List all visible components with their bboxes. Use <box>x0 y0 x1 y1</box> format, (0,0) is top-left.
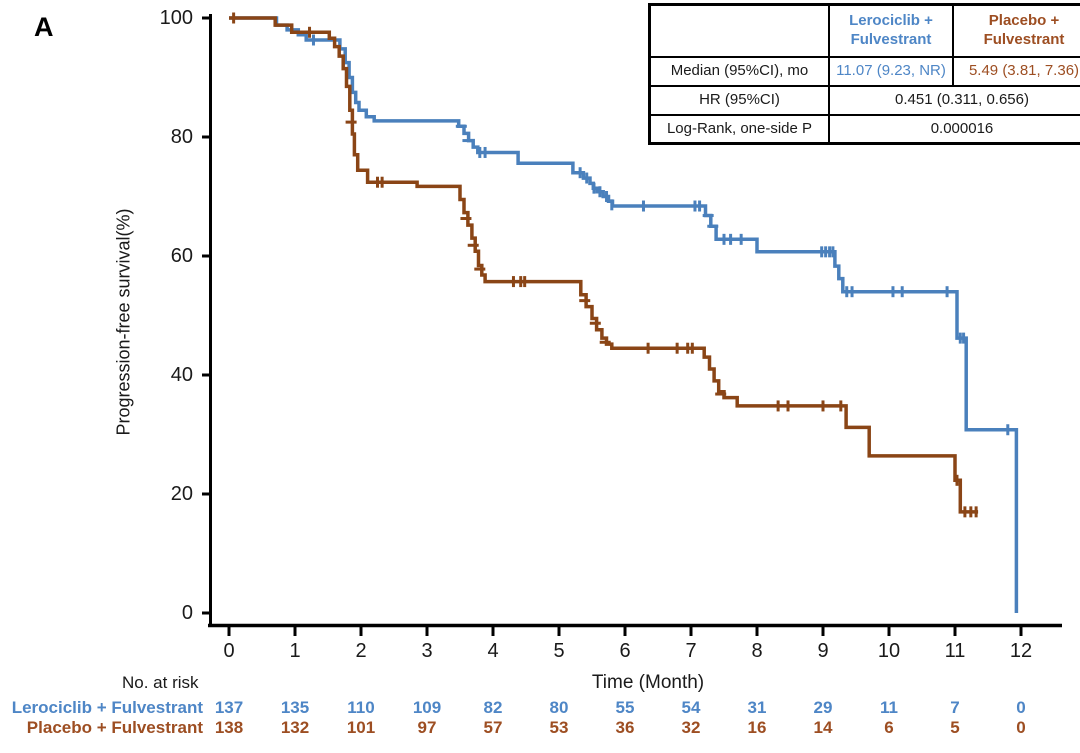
at-risk-count: 0 <box>1016 718 1026 737</box>
x-tick-label: 3 <box>421 640 433 662</box>
at-risk-count: 57 <box>483 718 503 737</box>
at-risk-count: 14 <box>813 718 833 737</box>
at-risk-count: 0 <box>1016 698 1026 717</box>
km-curve-lerociclib-fulvestrant <box>229 16 1019 613</box>
at-risk-count: 101 <box>346 718 376 737</box>
x-tick-label: 10 <box>877 640 901 662</box>
at-risk-count: 137 <box>214 698 244 717</box>
stats-header-placebo: Placebo + Fulvestrant <box>952 3 1080 58</box>
x-tick-label: 11 <box>944 640 966 662</box>
y-tick-label: 80 <box>170 126 193 148</box>
at-risk-count: 16 <box>747 718 767 737</box>
stats-hr-label: HR (95%CI) <box>648 84 830 116</box>
x-tick-label: 6 <box>619 640 631 662</box>
x-tick-label: 2 <box>355 640 367 662</box>
censor-marks-lerociclib-fulvestrant <box>311 34 1010 436</box>
stats-median-lerociclib: 11.07 (9.23, NR) <box>828 55 954 87</box>
at-risk-count: 7 <box>950 698 960 717</box>
x-tick-label: 9 <box>817 640 829 662</box>
x-axis-title: Time (Month) <box>591 672 705 693</box>
at-risk-count: 31 <box>747 698 767 717</box>
y-axis-ticks <box>202 16 210 615</box>
at-risk-count: 32 <box>681 718 701 737</box>
at-risk-count: 55 <box>615 698 635 717</box>
stats-logrank-value: 0.000016 <box>828 113 1080 145</box>
km-curve-placebo-fulvestrant <box>229 16 979 514</box>
x-tick-label: 4 <box>487 640 499 662</box>
panel-label: A <box>34 12 54 42</box>
x-tick-label: 0 <box>223 640 235 662</box>
stats-median-label: Median (95%CI), mo <box>648 55 830 87</box>
at-risk-count: 97 <box>417 718 437 737</box>
censor-marks-placebo-fulvestrant <box>232 12 978 518</box>
at-risk-count: 110 <box>347 698 375 717</box>
at-risk-count: 135 <box>280 698 310 717</box>
at-risk-count: 36 <box>615 718 635 737</box>
at-risk-count: 5 <box>950 718 960 737</box>
x-axis-ticks <box>227 627 1023 636</box>
x-tick-label: 8 <box>751 640 763 662</box>
y-tick-label: 60 <box>170 245 193 267</box>
at-risk-label-lerociclib: Lerociclib + Fulvestrant <box>11 698 203 717</box>
x-tick-label: 1 <box>289 640 301 662</box>
y-tick-label: 100 <box>159 7 193 29</box>
at-risk-count: 29 <box>813 698 833 717</box>
x-tick-label: 7 <box>685 640 697 662</box>
at-risk-count: 132 <box>280 718 310 737</box>
y-tick-label: 0 <box>181 602 193 624</box>
at-risk-count: 6 <box>884 718 894 737</box>
y-tick-label: 40 <box>170 364 193 386</box>
stats-table: Lerociclib + Fulvestrant Placebo + Fulve… <box>648 3 1080 145</box>
at-risk-count: 138 <box>214 718 244 737</box>
at-risk-count: 109 <box>412 698 442 717</box>
stats-hr-value: 0.451 (0.311, 0.656) <box>828 84 1080 116</box>
at-risk-title: No. at risk <box>122 673 199 692</box>
at-risk-count: 80 <box>549 698 569 717</box>
at-risk-label-placebo: Placebo + Fulvestrant <box>26 718 203 737</box>
stats-blank-cell <box>648 3 830 58</box>
stats-table-wrap: Lerociclib + Fulvestrant Placebo + Fulve… <box>648 3 1080 145</box>
stats-header-lerociclib: Lerociclib + Fulvestrant <box>828 3 954 58</box>
at-risk-count: 11 <box>880 698 898 717</box>
at-risk-count: 82 <box>483 698 503 717</box>
x-tick-label: 5 <box>553 640 565 662</box>
y-axis-title: Progression-free survival(%) <box>113 208 134 436</box>
stats-logrank-label: Log-Rank, one-side P <box>648 113 830 145</box>
stats-median-placebo: 5.49 (3.81, 7.36) <box>952 55 1080 87</box>
x-tick-label: 12 <box>1009 640 1033 662</box>
at-risk-count: 54 <box>681 698 701 717</box>
at-risk-count: 53 <box>549 718 569 737</box>
y-tick-label: 20 <box>170 483 193 505</box>
